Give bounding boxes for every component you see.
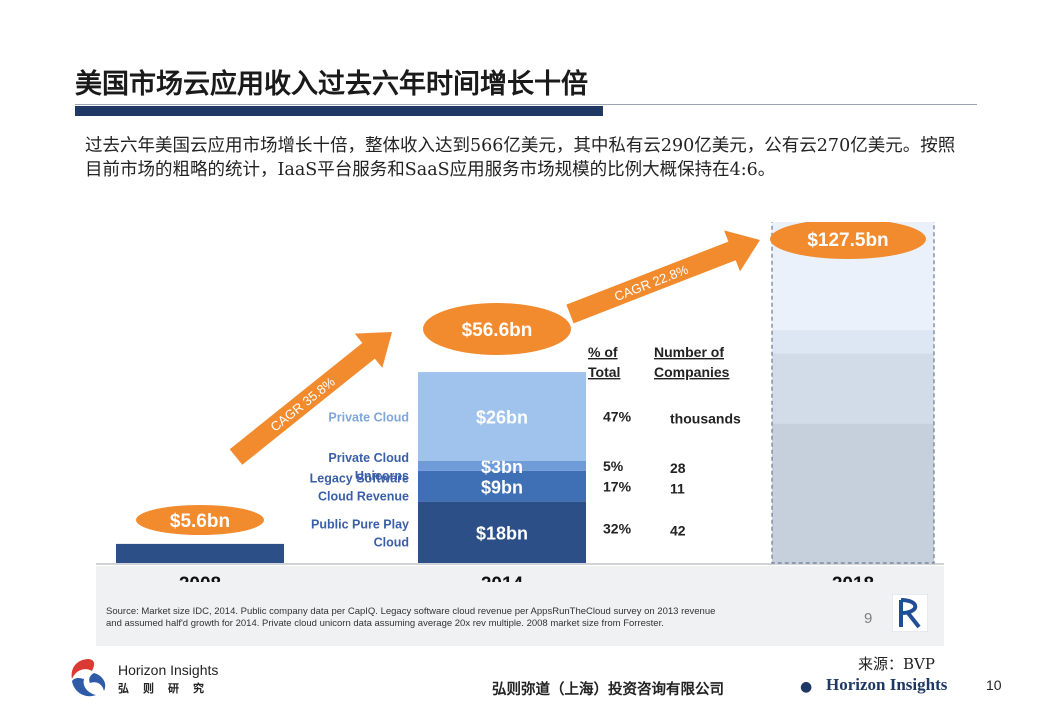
column-header: Companies (654, 364, 730, 380)
segment-name-label: Private Cloud (328, 451, 409, 465)
bar-2008 (116, 543, 284, 563)
segment-name-label: Private Cloud (328, 410, 409, 424)
total-value-label: $5.6bn (170, 511, 230, 532)
company-name-cn: 弘则弥道（上海）投资咨询有限公司 (492, 681, 724, 698)
pct-of-total: 47% (603, 408, 632, 424)
x-tick-label: 2008 (179, 574, 221, 582)
separator-dot-icon: ● (800, 679, 813, 695)
bar-2018-outline (771, 222, 935, 564)
intro-paragraph: 过去六年美国云应用市场增长十倍，整体收入达到566亿美元，其中私有云290亿美元… (85, 136, 956, 180)
cagr-label: CAGR 35.8% (267, 374, 338, 435)
cagr-arrow (566, 230, 760, 324)
bar-2014-segment (418, 470, 586, 502)
page-title: 美国市场云应用收入过去六年时间增长十倍 (75, 69, 588, 100)
column-header: Total (588, 364, 620, 380)
title-accent-bar (75, 106, 603, 116)
segment-name-label: Cloud (374, 535, 409, 549)
segment-name-label: Legacy Software (310, 471, 409, 485)
horizon-logo-icon (71, 659, 106, 697)
bar-2018-segment (772, 423, 934, 563)
company-count: 28 (670, 460, 686, 476)
cagr-arrow (229, 332, 392, 465)
company-count: 42 (670, 522, 686, 538)
x-tick-label: 2014 (481, 574, 524, 582)
bar-2018-segment (772, 353, 934, 424)
pct-of-total: 5% (603, 458, 624, 474)
slide-number: 9 (864, 610, 873, 627)
column-header: Number of (654, 344, 724, 360)
company-count: 11 (670, 480, 685, 496)
bar-2014-segment (418, 501, 586, 563)
title-rule (75, 104, 977, 105)
total-value-label: $127.5bn (807, 230, 888, 251)
total-value-label: $56.6bn (462, 320, 533, 341)
page-number: 10 (986, 677, 1002, 693)
source-note: Source: Market size IDC, 2014. Public co… (106, 606, 716, 629)
segment-name-label: Public Pure Play (311, 517, 409, 531)
bar-2014-segment (418, 460, 586, 471)
segment-name-label: Unicorns (355, 469, 409, 483)
segment-value-label: $3bn (481, 457, 523, 477)
pct-of-total: 17% (603, 478, 632, 494)
total-bubble (770, 222, 926, 259)
segment-value-label: $9bn (481, 477, 523, 497)
column-header: % of (588, 344, 618, 360)
total-bubble (136, 505, 264, 535)
brand-name-en: Horizon Insights (118, 662, 219, 678)
segment-value-label: $26bn (476, 407, 528, 427)
market-size-chart: $18bn $9bn$3bn $26bn Public Pure Play Cloud L… (96, 222, 944, 582)
x-tick-label: 2018 (832, 574, 874, 582)
brand-name-cn: 弘则研究 (118, 682, 218, 695)
chart-footer-band (96, 566, 944, 646)
company-name-en: Horizon Insights (826, 675, 948, 694)
bar-2014-segment (418, 372, 586, 461)
bvp-logo-icon (892, 594, 928, 632)
source-credit: 来源：BVP (858, 655, 935, 673)
company-count: thousands (670, 410, 741, 426)
bar-2018-segment (772, 330, 934, 354)
pct-of-total: 32% (603, 520, 632, 536)
segment-value-label: $18bn (476, 523, 528, 543)
segment-name-label: Cloud Revenue (318, 489, 409, 503)
total-bubble (423, 303, 571, 355)
